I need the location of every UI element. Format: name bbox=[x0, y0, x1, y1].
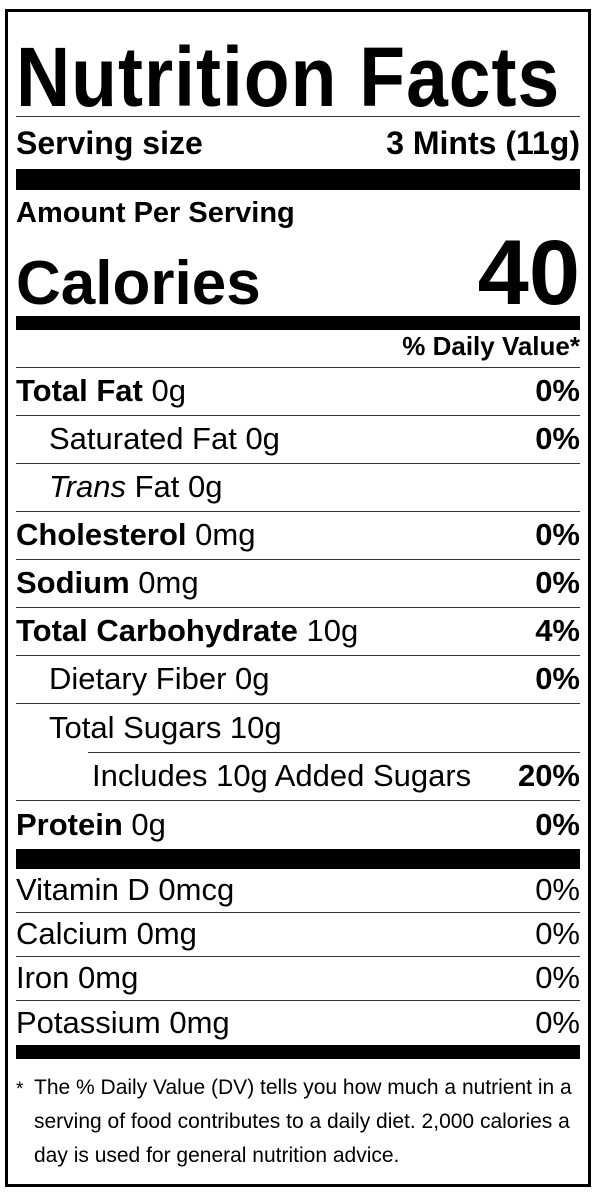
footnote-text: The % Daily Value (DV) tells you how muc… bbox=[34, 1075, 572, 1167]
nutrient-name: Trans Fat 0g bbox=[49, 469, 223, 505]
nutrient-percent: 0% bbox=[535, 421, 580, 457]
serving-size-label: Serving size bbox=[16, 124, 203, 161]
nutrient-name: Cholesterol 0mg bbox=[16, 517, 256, 553]
medium-divider-bar bbox=[16, 315, 580, 330]
nutrient-name: Sodium 0mg bbox=[16, 565, 199, 601]
nutrient-name: Includes 10g Added Sugars bbox=[92, 758, 472, 794]
row-total-carbohydrate: Total Carbohydrate 10g 4% bbox=[16, 608, 580, 656]
nutrient-name: Potassium 0mg bbox=[16, 1004, 230, 1040]
thick-divider-bar bbox=[16, 169, 580, 190]
nutrient-name: Protein 0g bbox=[16, 806, 166, 842]
nutrient-percent: 0% bbox=[535, 806, 580, 842]
calories-value: 40 bbox=[477, 221, 580, 324]
nutrient-name: Total Sugars 10g bbox=[49, 709, 282, 745]
row-iron: Iron 0mg 0% bbox=[16, 957, 580, 1001]
nutrient-percent: 0% bbox=[535, 872, 580, 908]
calories-row: Calories 40 bbox=[16, 221, 580, 324]
daily-value-footnote: * The % Daily Value (DV) tells you how m… bbox=[16, 1059, 580, 1173]
row-added-sugars: Includes 10g Added Sugars 20% bbox=[16, 753, 580, 801]
nutrient-name: Iron 0mg bbox=[16, 960, 139, 996]
serving-size-row: Serving size 3 Mints (11g) bbox=[16, 117, 580, 169]
row-vitamin-d: Vitamin D 0mcg 0% bbox=[16, 869, 580, 913]
medium-divider-bar bbox=[16, 1044, 580, 1059]
footnote-asterisk: * bbox=[16, 1078, 24, 1100]
nutrient-percent: 0% bbox=[535, 373, 580, 409]
nutrient-name: Saturated Fat 0g bbox=[49, 421, 280, 457]
amount-per-serving-label: Amount Per Serving bbox=[16, 197, 295, 229]
daily-value-header: % Daily Value* bbox=[16, 330, 580, 368]
nutrient-name: Dietary Fiber 0g bbox=[49, 661, 270, 697]
thick-divider-bar bbox=[16, 848, 580, 869]
row-calcium: Calcium 0mg 0% bbox=[16, 913, 580, 957]
row-total-sugars: Total Sugars 10g bbox=[16, 704, 580, 752]
nutrition-facts-label: Nutrition Facts Serving size 3 Mints (11… bbox=[5, 9, 591, 1187]
nutrient-percent: 20% bbox=[517, 758, 580, 794]
row-sodium: Sodium 0mg 0% bbox=[16, 560, 580, 608]
row-saturated-fat: Saturated Fat 0g 0% bbox=[16, 416, 580, 464]
nutrient-percent: 0% bbox=[535, 916, 580, 952]
nutrient-percent: 0% bbox=[535, 661, 580, 697]
row-trans-fat: Trans Fat 0g bbox=[16, 464, 580, 512]
nutrient-percent: 4% bbox=[535, 613, 580, 649]
serving-size-value: 3 Mints (11g) bbox=[386, 124, 580, 161]
nutrient-percent: 0% bbox=[535, 565, 580, 601]
nutrient-percent: 0% bbox=[535, 960, 580, 996]
row-total-fat: Total Fat 0g 0% bbox=[16, 368, 580, 416]
calories-label: Calories bbox=[16, 248, 261, 318]
nutrient-percent: 0% bbox=[535, 1004, 580, 1040]
nutrient-percent: 0% bbox=[535, 517, 580, 553]
row-protein: Protein 0g 0% bbox=[16, 801, 580, 849]
nutrient-name: Vitamin D 0mcg bbox=[16, 872, 235, 908]
row-potassium: Potassium 0mg 0% bbox=[16, 1001, 580, 1045]
title-block: Nutrition Facts bbox=[16, 12, 580, 124]
label-title: Nutrition Facts bbox=[16, 29, 561, 124]
nutrient-name: Total Fat 0g bbox=[16, 373, 186, 409]
indented-divider bbox=[88, 751, 580, 753]
nutrient-name: Total Carbohydrate 10g bbox=[16, 613, 359, 649]
row-cholesterol: Cholesterol 0mg 0% bbox=[16, 512, 580, 560]
nutrient-name: Calcium 0mg bbox=[16, 916, 197, 952]
row-dietary-fiber: Dietary Fiber 0g 0% bbox=[16, 656, 580, 704]
